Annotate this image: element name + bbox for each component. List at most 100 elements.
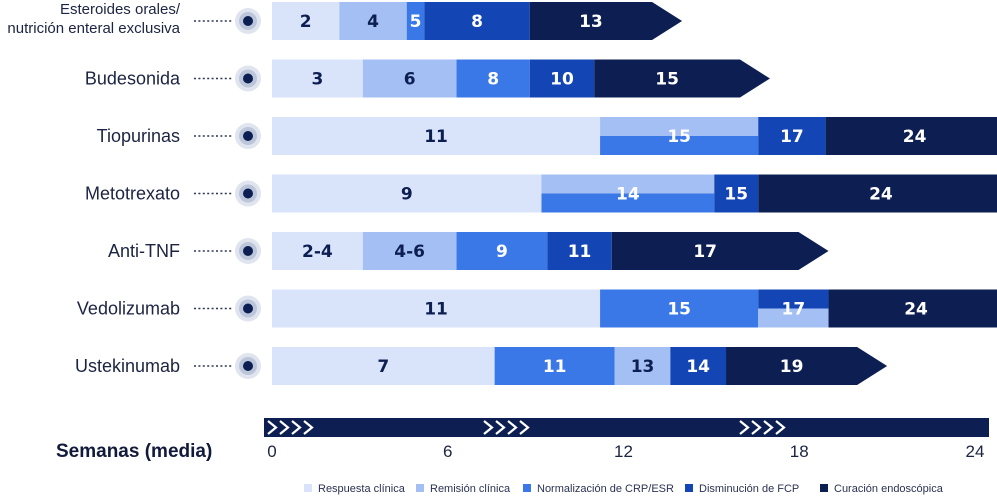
row-label-line: nutrición enteral exclusiva	[7, 20, 180, 37]
bar-segment	[272, 117, 601, 155]
bar-segment	[272, 174, 542, 213]
segment-label: 14	[616, 185, 640, 205]
x-tick-label: 12	[614, 442, 633, 461]
chevron-icon	[279, 420, 290, 435]
segment-label: 8	[487, 70, 499, 90]
legend-label: Normalización de CRP/ESR	[537, 483, 674, 495]
legend-label: Curación endoscópica	[834, 483, 944, 495]
segment-label: 7	[377, 357, 389, 377]
legend-label: Disminución de FCP	[699, 483, 799, 495]
chevron-icon	[763, 420, 774, 435]
legend-swatch	[685, 484, 693, 492]
chevron-icon	[495, 420, 506, 435]
bar-segment	[594, 59, 770, 98]
legend-swatch	[820, 484, 828, 492]
row-label-line: Ustekinumab	[75, 356, 180, 376]
row-label: Esteroides orales/nutrición enteral excl…	[7, 1, 180, 37]
bar-segment	[494, 347, 615, 385]
row-label-line: Esteroides orales/	[60, 1, 181, 18]
row-label: Vedolizumab	[77, 299, 180, 319]
row-marker-dot	[243, 246, 253, 256]
segment-label: 9	[496, 242, 508, 262]
segment-label: 19	[780, 357, 804, 377]
segment-label: 5	[410, 12, 422, 32]
segment-label: 4-6	[394, 242, 425, 262]
bar-segment	[670, 347, 727, 385]
chevron-icon	[751, 420, 762, 435]
bar-segment	[547, 232, 612, 270]
segment-label: 11	[543, 357, 567, 377]
segment-label: 11	[424, 127, 448, 147]
segment-label: 8	[471, 12, 483, 32]
bar-segment	[600, 117, 759, 136]
bar-segment	[529, 2, 683, 40]
segment-label: 11	[568, 242, 592, 262]
x-tick-label: 6	[443, 442, 452, 461]
chevron-icon	[739, 420, 750, 435]
bar-segment	[758, 117, 826, 155]
bar-segment	[714, 174, 759, 213]
segment-label: 17	[693, 242, 717, 262]
bar-segment-split	[758, 308, 829, 328]
segment-label: 15	[667, 127, 691, 147]
row-2: Tiopurinas 11 15 17 24	[97, 117, 997, 155]
bar-segment	[825, 117, 997, 155]
bar-segment	[600, 289, 759, 328]
chart-rows: Esteroides orales/nutrición enteral excl…	[7, 1, 997, 385]
chevron-icon	[775, 420, 786, 435]
bar-segment	[758, 174, 997, 213]
chevron-icon	[519, 420, 530, 435]
x-axis: 0 6 12 18 24	[264, 418, 989, 461]
bar-segment	[339, 2, 407, 40]
x-tick-label: 0	[267, 442, 276, 461]
bar-segment	[272, 59, 363, 98]
legend-label: Remisión clínica	[430, 483, 511, 495]
row-label-line: Metotrexato	[85, 184, 180, 204]
segment-label: 4	[367, 12, 379, 32]
row-label-line: Vedolizumab	[77, 299, 180, 319]
segment-label: 11	[424, 300, 448, 320]
row-marker-dot	[243, 361, 253, 371]
row-label: Anti-TNF	[108, 241, 180, 261]
row-marker-dot	[243, 16, 253, 26]
row-0: Esteroides orales/nutrición enteral excl…	[7, 1, 683, 40]
bar-segment	[541, 174, 715, 194]
row-label-line: Anti-TNF	[108, 241, 180, 261]
segment-label: 17	[780, 127, 804, 147]
chevron-icon	[303, 420, 314, 435]
bar-segment	[611, 232, 829, 270]
row-1: Budesonida 3 6 8 10 15	[85, 59, 770, 98]
segment-label: 24	[904, 300, 928, 320]
row-marker-dot	[243, 303, 253, 314]
row-marker-dot	[243, 73, 253, 84]
segment-label: 10	[550, 70, 574, 90]
segment-label: 17	[782, 300, 806, 320]
row-label: Tiopurinas	[97, 126, 180, 146]
segment-label: 9	[401, 185, 413, 205]
x-tick-label: 24	[966, 442, 985, 461]
row-marker-dot	[243, 131, 253, 141]
segment-label: 15	[724, 185, 748, 205]
bar-segment	[362, 59, 457, 98]
row-label: Budesonida	[85, 69, 181, 89]
chevron-icon	[267, 420, 278, 435]
bar-segment	[272, 232, 363, 270]
x-axis-label: Semanas (media)	[56, 441, 212, 462]
segment-label: 24	[869, 185, 893, 205]
bar-segment	[456, 232, 548, 270]
bar-segment	[456, 59, 530, 98]
bar-segment-split	[600, 136, 759, 155]
row-label-line: Tiopurinas	[97, 126, 180, 146]
legend-swatch	[416, 484, 424, 492]
bar-segment-split	[541, 193, 715, 213]
x-tick-label: 18	[790, 442, 809, 461]
bar-segment	[828, 289, 997, 328]
bar-segment	[272, 347, 495, 385]
segment-label: 2	[300, 12, 312, 32]
bar-segment	[362, 232, 457, 270]
segment-label: 2-4	[302, 242, 333, 262]
row-4: Anti-TNF 2-4 4-6 9 11 17	[108, 232, 829, 270]
legend-swatch	[523, 484, 531, 492]
row-marker-dot	[243, 188, 253, 199]
